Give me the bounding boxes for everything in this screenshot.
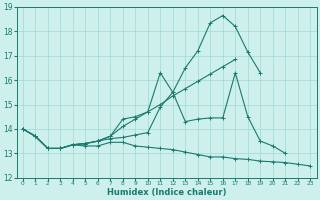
X-axis label: Humidex (Indice chaleur): Humidex (Indice chaleur): [107, 188, 226, 197]
